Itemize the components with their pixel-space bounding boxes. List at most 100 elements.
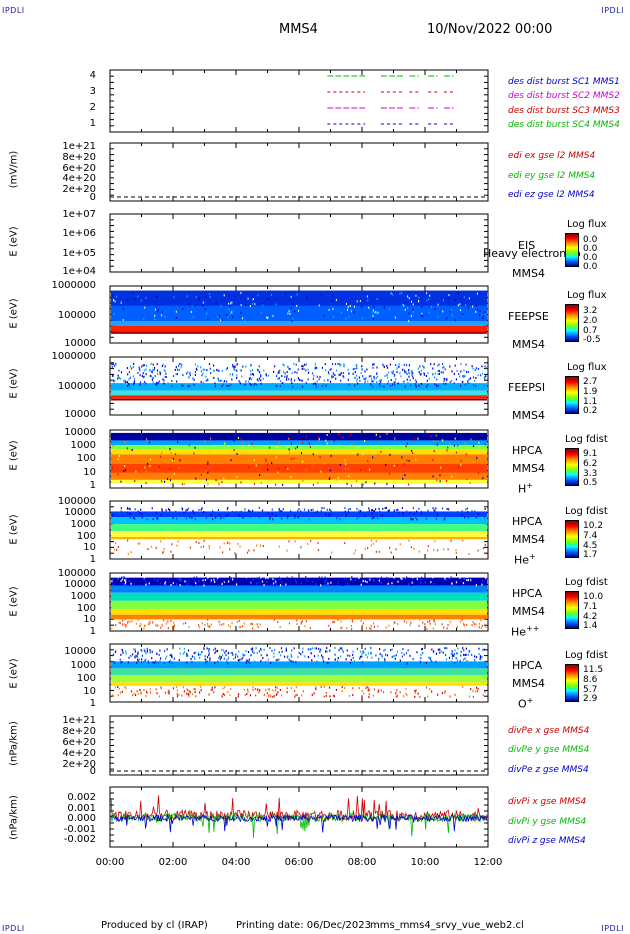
spectrogram-speckle: [184, 580, 186, 583]
spectrogram-speckle: [378, 657, 380, 660]
corner-label-top-right: IPDLI: [601, 6, 624, 15]
spectrogram-speckle: [365, 512, 368, 515]
spectrogram-speckle: [464, 578, 466, 581]
spectrogram-speckle: [204, 623, 206, 626]
spectrogram-speckle: [306, 296, 308, 299]
spectrogram-speckle: [250, 384, 252, 387]
spectrogram-speckle: [419, 660, 421, 663]
spectrogram-speckle: [393, 621, 395, 624]
spectrogram-speckle: [469, 377, 472, 380]
spectrogram-speckle: [330, 509, 332, 512]
spectrogram-speckle: [208, 652, 210, 655]
spectrogram-speckle: [267, 297, 269, 300]
spectrogram-speckle: [336, 659, 339, 662]
spectrogram-speckle: [160, 686, 162, 689]
spectrogram-speckle: [285, 649, 287, 652]
spectrogram-speckle: [186, 654, 188, 657]
spectrogram-speckle: [461, 513, 463, 516]
spectrogram-speckle: [152, 518, 154, 521]
spectrogram-speckle: [253, 384, 255, 387]
corner-label-bottom-right: IPDLI: [601, 924, 624, 933]
spectrogram-speckle: [146, 518, 148, 521]
spectrogram-speckle: [137, 692, 140, 695]
spectrogram-speckle: [281, 483, 284, 486]
spectrogram-speckle: [200, 546, 202, 549]
spectrogram-speckle: [124, 579, 126, 582]
spectrogram-speckle: [138, 584, 141, 587]
spectrogram-speckle: [143, 578, 145, 581]
spectrogram-speckle: [367, 689, 369, 692]
spectrogram-speckle: [383, 649, 385, 652]
spectrogram-speckle: [114, 364, 116, 367]
spectrogram-speckle: [352, 687, 354, 690]
spectrogram-speckle: [321, 366, 323, 369]
spectrogram-speckle: [130, 512, 132, 515]
spectrogram-speckle: [479, 374, 482, 377]
spectrogram-speckle: [341, 626, 343, 629]
spectrogram-speckle: [397, 623, 399, 626]
spectrogram-speckle: [420, 581, 422, 584]
legend-burst-sc2: des dist burst SC2 MMS2: [508, 91, 620, 101]
spectrogram-speckle: [225, 649, 227, 652]
spectrogram-speckle: [163, 369, 165, 372]
spectrogram-speckle: [129, 365, 132, 368]
spectrogram-speckle: [434, 372, 436, 375]
spectrogram-speckle: [386, 373, 388, 376]
spectrogram-speckle: [323, 314, 325, 317]
spectrogram-speckle: [451, 582, 453, 585]
spectrogram-speckle: [344, 467, 346, 470]
spectrogram-speckle: [362, 483, 365, 486]
spectrogram-speckle: [125, 624, 127, 627]
spectrogram-speckle: [332, 307, 334, 310]
spectrogram-speckle: [354, 456, 357, 459]
spectrogram-speckle: [359, 300, 361, 303]
spectrogram-speckle: [481, 583, 483, 586]
spectrogram-speckle: [231, 373, 234, 376]
spectrogram-speckle: [354, 384, 356, 387]
spectrogram-speckle: [252, 373, 255, 376]
spectrogram-speckle: [151, 621, 154, 624]
spectrogram-speckle: [233, 368, 235, 371]
spectrogram-speckle: [164, 315, 166, 318]
spectrogram-speckle: [381, 654, 383, 657]
tick-label: 10000: [64, 646, 96, 657]
spectrogram-speckle: [349, 304, 351, 307]
spectrogram-speckle: [248, 380, 250, 383]
spectrogram-speckle: [240, 304, 242, 307]
spectrogram-speckle: [406, 373, 408, 376]
tick-label: 10: [83, 467, 96, 478]
spectrogram-speckle: [358, 509, 360, 512]
spectrogram-speckle: [418, 507, 420, 510]
spectrogram-speckle: [145, 373, 147, 376]
spectrogram-speckle: [399, 292, 401, 295]
spectrogram-speckle: [379, 384, 381, 387]
spectrogram-speckle: [330, 441, 332, 444]
spectrogram-speckle: [126, 621, 129, 624]
spectrogram-band: [111, 531, 487, 537]
spectrogram-speckle: [398, 514, 400, 517]
spectrogram-speckle: [346, 626, 348, 629]
spectrogram-speckle: [351, 455, 354, 458]
spectrogram-speckle: [231, 510, 233, 513]
spectrogram-speckle: [432, 475, 434, 478]
spectrogram-speckle: [331, 363, 334, 366]
spectrogram-speckle: [164, 582, 166, 585]
spectrogram-speckle: [285, 378, 288, 381]
spectrogram-speckle: [466, 507, 469, 510]
spectrogram-speckle: [183, 513, 185, 516]
spectrogram-speckle: [265, 460, 267, 463]
spectrogram-speckle: [396, 463, 398, 466]
tick-label: 2e+20: [62, 184, 96, 195]
spectrogram-speckle: [204, 308, 206, 311]
spectrogram-speckle: [379, 510, 381, 513]
spectrogram-speckle: [450, 576, 452, 579]
spectrogram-speckle: [249, 363, 252, 366]
spectrogram-speckle: [223, 516, 225, 519]
spectrogram-speckle: [140, 508, 142, 511]
spectrogram-speckle: [378, 579, 381, 582]
spectrogram-speckle: [437, 370, 439, 373]
spectrogram-speckle: [179, 362, 181, 365]
spectrogram-speckle: [319, 375, 321, 378]
spectrogram-speckle: [389, 453, 391, 456]
spectrogram-speckle: [194, 518, 196, 521]
